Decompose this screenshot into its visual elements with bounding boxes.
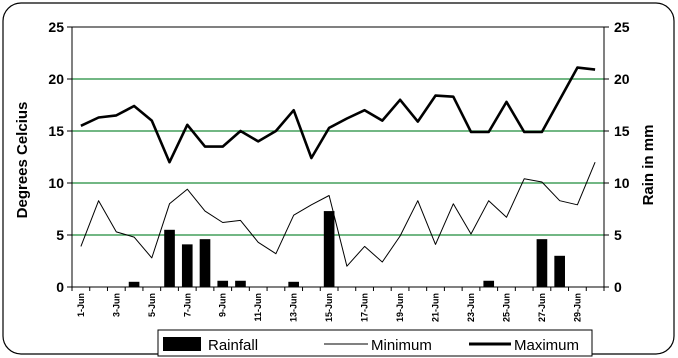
- x-tick-label-15-Jun: 15-Jun: [324, 293, 334, 322]
- rainfall-bar-9-Jun: [217, 280, 229, 287]
- x-tick-label-11-Jun: 11-Jun: [253, 293, 263, 322]
- x-tick-label-13-Jun: 13-Jun: [289, 293, 299, 322]
- y-tick-label-0: 0: [56, 279, 64, 295]
- x-tick-label-29-Jun: 29-Jun: [572, 293, 582, 322]
- legend: Rainfall Minimum Maximum: [157, 329, 593, 357]
- x-tick-label-1-Jun: 1-Jun: [76, 293, 86, 317]
- y-tick-label-20: 20: [48, 71, 64, 87]
- rainfall-bar-10-Jun: [235, 280, 246, 287]
- y2-tick-label-20: 20: [614, 71, 630, 87]
- x-tick-label-17-Jun: 17-Jun: [360, 293, 370, 322]
- rainfall-bar-24-Jun: [483, 280, 495, 287]
- legend-label-minimum: Minimum: [371, 337, 432, 354]
- y-axis-title: Degrees Celcius: [14, 102, 31, 219]
- series-line-minimum: [80, 162, 596, 267]
- rainfall-bar-28-Jun: [554, 255, 565, 287]
- x-tick-label-7-Jun: 7-Jun: [182, 293, 192, 317]
- x-tick-label-9-Jun: 9-Jun: [218, 293, 228, 317]
- y2-tick-label-5: 5: [614, 227, 622, 243]
- x-tick-labels: 1-Jun 3-Jun 5-Jun 7-Jun 9-Jun 11-Jun 13-Jun 15-…: [76, 293, 583, 322]
- axes: [67, 26, 609, 291]
- series-line-maximum: [80, 66, 596, 164]
- left-tick-labels: 0 5 10 15 20 25: [48, 19, 64, 295]
- temperature-lines: [80, 66, 596, 267]
- rainfall-bar-27-Jun: [536, 239, 548, 287]
- rainfall-bar-15-Jun: [323, 211, 335, 287]
- y2-tick-label-25: 25: [614, 19, 630, 35]
- y2-tick-label-10: 10: [614, 175, 630, 191]
- legend-label-rainfall: Rainfall: [208, 337, 258, 354]
- right-tick-labels: 0 5 10 15 20 25: [614, 19, 630, 295]
- x-tick-label-5-Jun: 5-Jun: [147, 293, 157, 317]
- legend-box: [157, 329, 593, 357]
- x-tick-label-21-Jun: 21-Jun: [431, 293, 441, 322]
- y2-axis-title: Rain in mm: [640, 125, 657, 206]
- rainfall-bar-6-Jun: [164, 229, 175, 287]
- y-tick-label-25: 25: [48, 19, 64, 35]
- rainfall-bar-13-Jun: [288, 281, 299, 287]
- rainfall-bar-8-Jun: [199, 239, 211, 287]
- y-tick-label-15: 15: [48, 123, 64, 139]
- gridlines: [72, 78, 604, 236]
- rainfall-bar-4-Jun: [128, 281, 140, 287]
- x-tick-label-19-Jun: 19-Jun: [395, 293, 405, 322]
- x-tick-label-27-Jun: 27-Jun: [537, 293, 547, 322]
- x-tick-label-25-Jun: 25-Jun: [501, 293, 511, 322]
- legend-label-maximum: Maximum: [514, 337, 579, 354]
- rainfall-bars: [128, 211, 565, 287]
- rainfall-bar-7-Jun: [181, 244, 193, 287]
- legend-swatch-rainfall: [163, 337, 201, 351]
- x-tick-label-3-Jun: 3-Jun: [111, 293, 121, 317]
- x-tick-label-23-Jun: 23-Jun: [466, 293, 476, 322]
- y2-tick-label-0: 0: [614, 279, 622, 295]
- y-tick-label-5: 5: [56, 227, 64, 243]
- y-tick-label-10: 10: [48, 175, 64, 191]
- y2-tick-label-15: 15: [614, 123, 630, 139]
